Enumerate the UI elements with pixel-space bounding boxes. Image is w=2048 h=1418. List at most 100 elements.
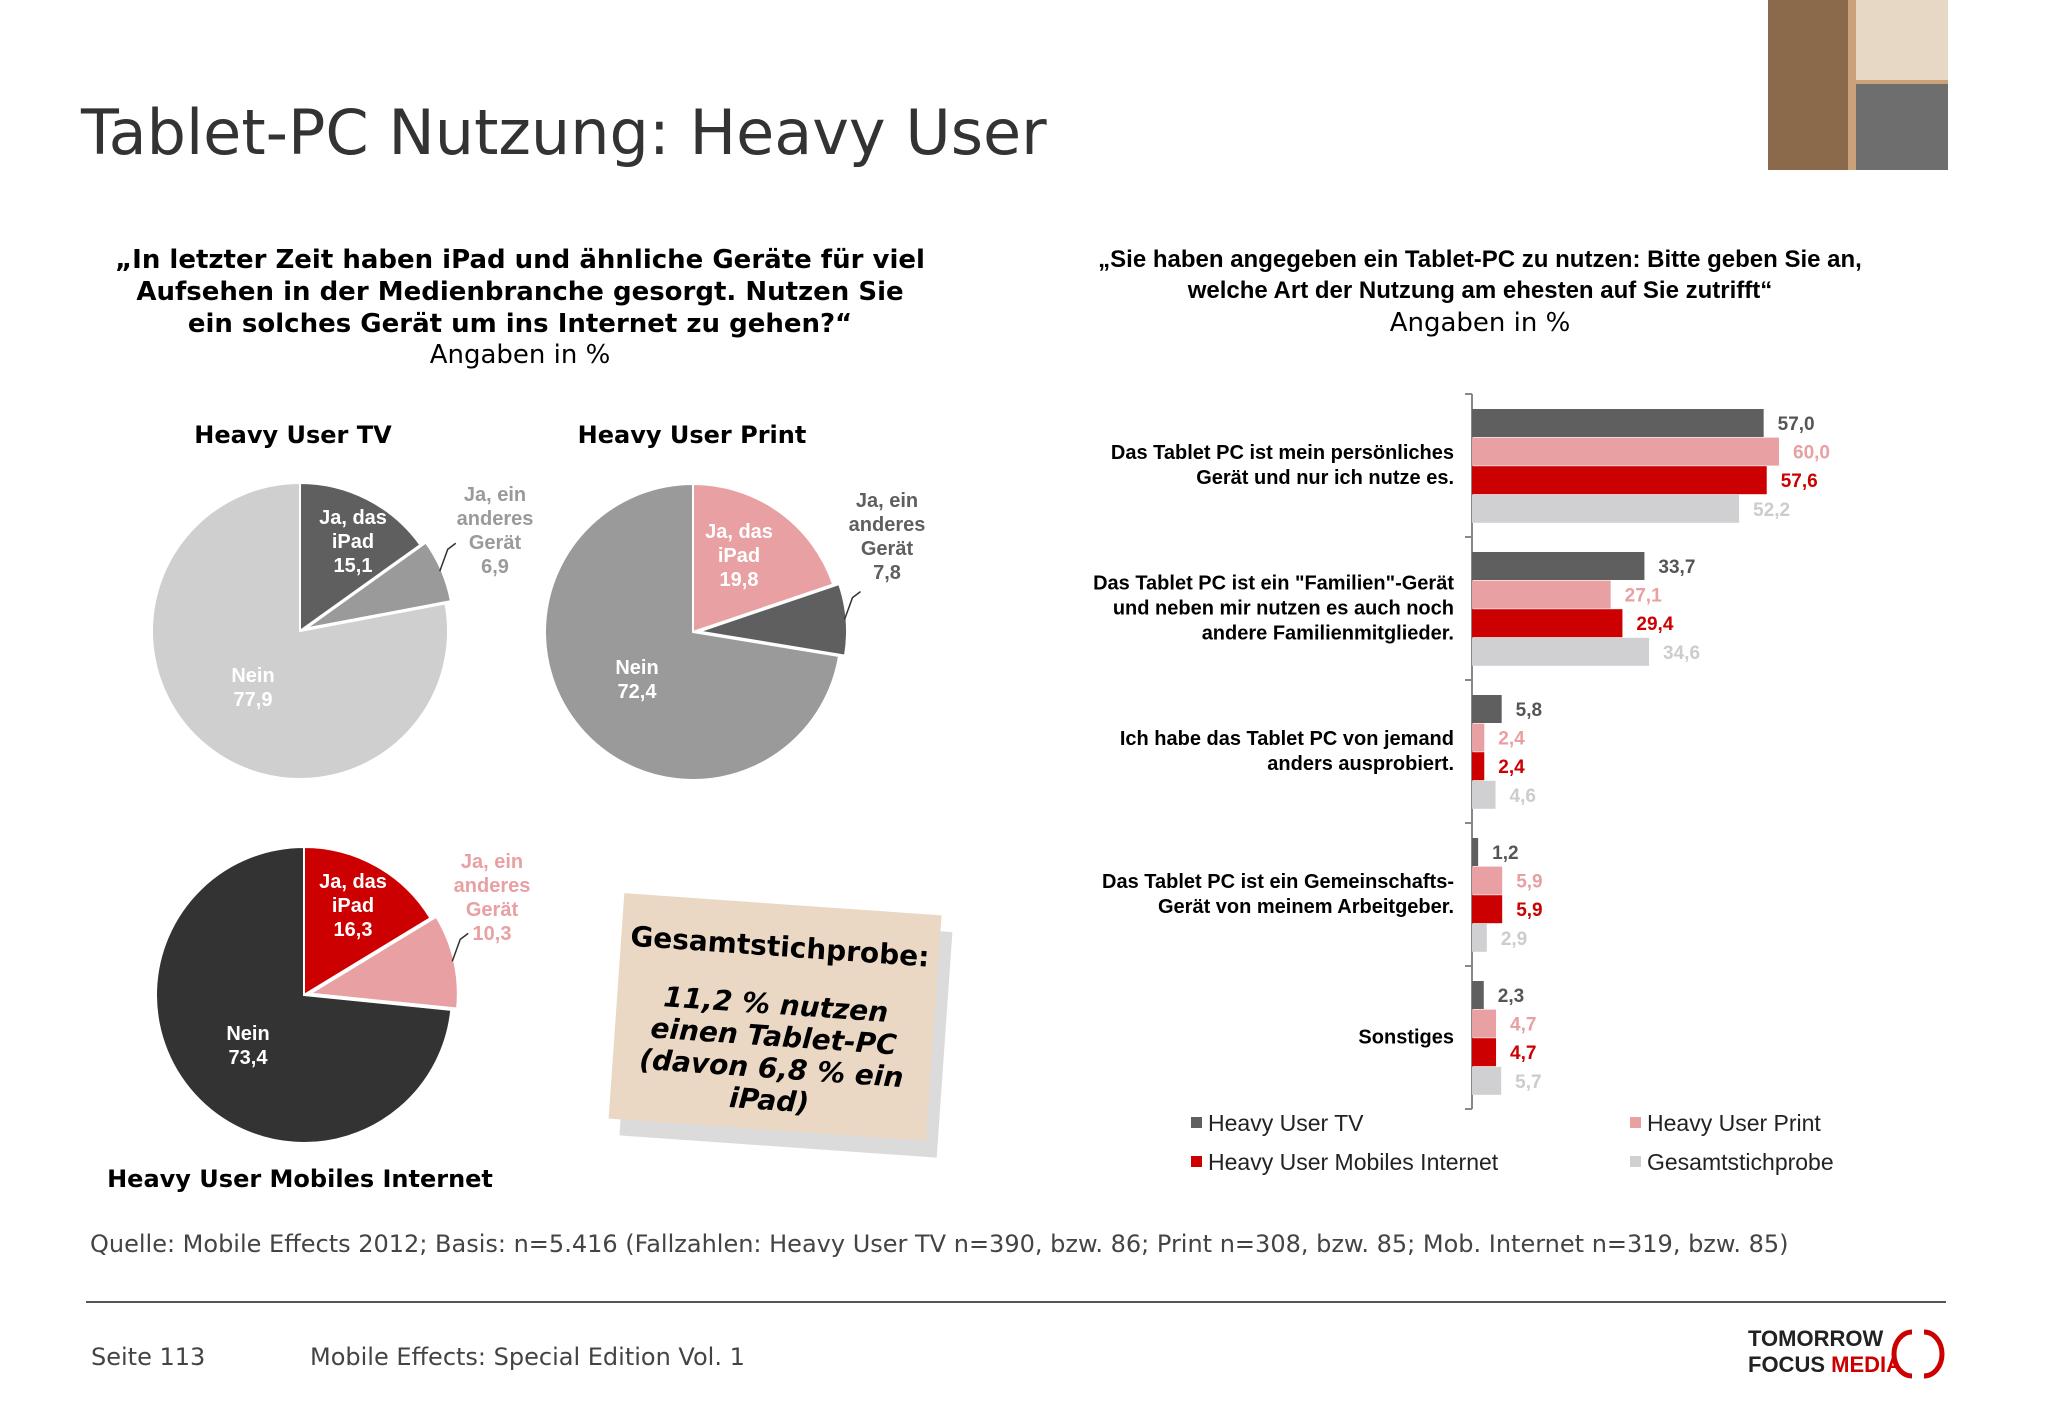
category-label: Das Tablet PC ist ein Gemeinschafts-Gerä…: [1102, 871, 1454, 919]
question: „In letzter Zeit haben iPad und ähnliche…: [115, 245, 925, 339]
pie-category: Ja, ein anderes Gerät: [456, 484, 534, 554]
legend-label: Heavy User TV: [1208, 1110, 1364, 1136]
value-label: 2,4: [1498, 757, 1525, 778]
edition: Mobile Effects: Special Edition Vol. 1: [310, 1343, 745, 1371]
callout: [451, 932, 469, 962]
pie-title: Heavy User Print: [577, 421, 807, 449]
pie-value-label: 7,8: [873, 562, 901, 584]
bar: [1472, 695, 1502, 723]
pie-value-label: 19,8: [719, 569, 759, 591]
value-label: 34,6: [1663, 643, 1700, 664]
pie-label: Ja, ein anderes Gerät 6,9: [452, 483, 538, 579]
pie-slice: [304, 541, 453, 630]
sticky-heading: Gesamtstichprobe:: [629, 919, 931, 974]
callout: [843, 590, 861, 620]
pie-slice: [155, 845, 453, 1144]
sticky-text: 11,2 % nutzen einen Tablet-PC (davon 6,8…: [638, 980, 905, 1120]
legend-swatch: [1630, 1156, 1641, 1167]
bar: [1472, 580, 1611, 609]
bar: [1472, 1038, 1497, 1067]
pie-label: Ja, das iPad 15,1: [307, 506, 399, 578]
pie-label: Ja, ein anderes Gerät 10,3: [449, 850, 535, 946]
pie-slice: [692, 482, 835, 634]
pie-label: Nein 72,4: [591, 656, 683, 704]
category-label: Das Tablet PC ist mein persönliches Gerä…: [1110, 442, 1454, 490]
pie-value-label: 10,3: [472, 923, 512, 945]
sticky-note-shape: [608, 893, 953, 1158]
bar: [1472, 1009, 1497, 1038]
page-number: Seite 113: [91, 1343, 206, 1371]
bar: [1472, 437, 1779, 466]
pie-category: Ja, das iPad: [319, 871, 387, 917]
bar: [1472, 723, 1485, 752]
bar: [1472, 637, 1650, 666]
bar: [1472, 838, 1479, 866]
photo: [1768, 0, 1948, 170]
bar: [1472, 866, 1503, 895]
pie-slice: [151, 481, 449, 780]
logo-text: FOCUS MEDIA: [1748, 1352, 1902, 1378]
bar: [1472, 609, 1623, 638]
logo-text: MEDIA: [1831, 1352, 1903, 1377]
slide-title: Tablet-PC Nutzung: Heavy User: [81, 96, 1047, 169]
pie-title: Heavy User Mobiles Internet: [107, 1165, 493, 1193]
value-label: 33,7: [1658, 557, 1695, 578]
pie-value-label: 16,3: [333, 919, 373, 941]
sticky-note: Gesamtstichprobe: 11,2 % nutzen einen Ta…: [609, 893, 942, 1141]
bar: [1472, 895, 1503, 924]
value-label: 1,2: [1492, 843, 1518, 864]
logo-text: TOMORROW: [1748, 1326, 1884, 1351]
question: „Sie haben angegeben ein Tablet-PC zu nu…: [1098, 246, 1862, 304]
value-label: 29,4: [1636, 614, 1673, 635]
value-label: 27,1: [1625, 586, 1662, 607]
pie-title: Heavy User TV: [194, 421, 392, 449]
pie-label: Nein 77,9: [207, 664, 299, 712]
pie-label: Ja, das iPad 16,3: [307, 870, 399, 942]
pie-category: Nein: [226, 1023, 270, 1045]
legend-swatch: [1191, 1156, 1202, 1167]
value-label: 2,3: [1498, 986, 1524, 1007]
pie-label: Ja, ein anderes Gerät 7,8: [844, 489, 930, 585]
legend-label: Heavy User Mobiles Internet: [1208, 1149, 1499, 1175]
pie-category: Nein: [615, 657, 659, 679]
bar: [1472, 981, 1484, 1009]
pie-category: Ja, ein anderes Gerät: [453, 851, 531, 921]
legend-label: Heavy User Print: [1647, 1110, 1821, 1136]
value-label: 52,2: [1753, 500, 1790, 521]
category-label: Das Tablet PC ist ein "Familien"-Gerät u…: [1093, 572, 1454, 645]
legend-label: Gesamtstichprobe: [1647, 1149, 1834, 1175]
callout: [439, 542, 457, 572]
pie-value-label: 72,4: [617, 681, 657, 703]
logo: TOMORROW FOCUS MEDIA: [1748, 1326, 1902, 1378]
pie-category: Ja, ein anderes Gerät: [848, 490, 926, 560]
pie-category: Nein: [231, 665, 275, 687]
value-label: 2,9: [1501, 929, 1527, 950]
bar: [1472, 1066, 1502, 1095]
question-note: Angaben in %: [429, 340, 611, 370]
pie-category: Ja, das iPad: [705, 521, 773, 567]
pie-value-label: 73,4: [228, 1047, 268, 1069]
value-label: 57,0: [1778, 414, 1815, 435]
logo-mark: [1891, 1329, 1913, 1379]
legend-swatch: [1191, 1117, 1202, 1128]
value-label: 4,6: [1510, 786, 1536, 807]
logo-mark: [1923, 1329, 1945, 1379]
value-label: 5,7: [1515, 1072, 1541, 1093]
category-label: Sonstiges: [1358, 1026, 1454, 1049]
value-label: 2,4: [1498, 729, 1525, 750]
bar: [1472, 752, 1485, 781]
pie-slice: [544, 482, 841, 781]
pie-slice: [698, 582, 848, 657]
pie-value-label: 15,1: [333, 555, 373, 577]
logo-text: FOCUS: [1748, 1352, 1825, 1377]
source: Quelle: Mobile Effects 2012; Basis: n=5.…: [90, 1230, 1789, 1258]
bar: [1472, 552, 1645, 580]
question-note: Angaben in %: [1389, 308, 1571, 338]
pie-value-label: 77,9: [233, 689, 273, 711]
value-label: 5,9: [1516, 872, 1542, 893]
value-label: 60,0: [1793, 443, 1830, 464]
pie-slice: [303, 845, 432, 997]
value-label: 4,7: [1510, 1043, 1536, 1064]
